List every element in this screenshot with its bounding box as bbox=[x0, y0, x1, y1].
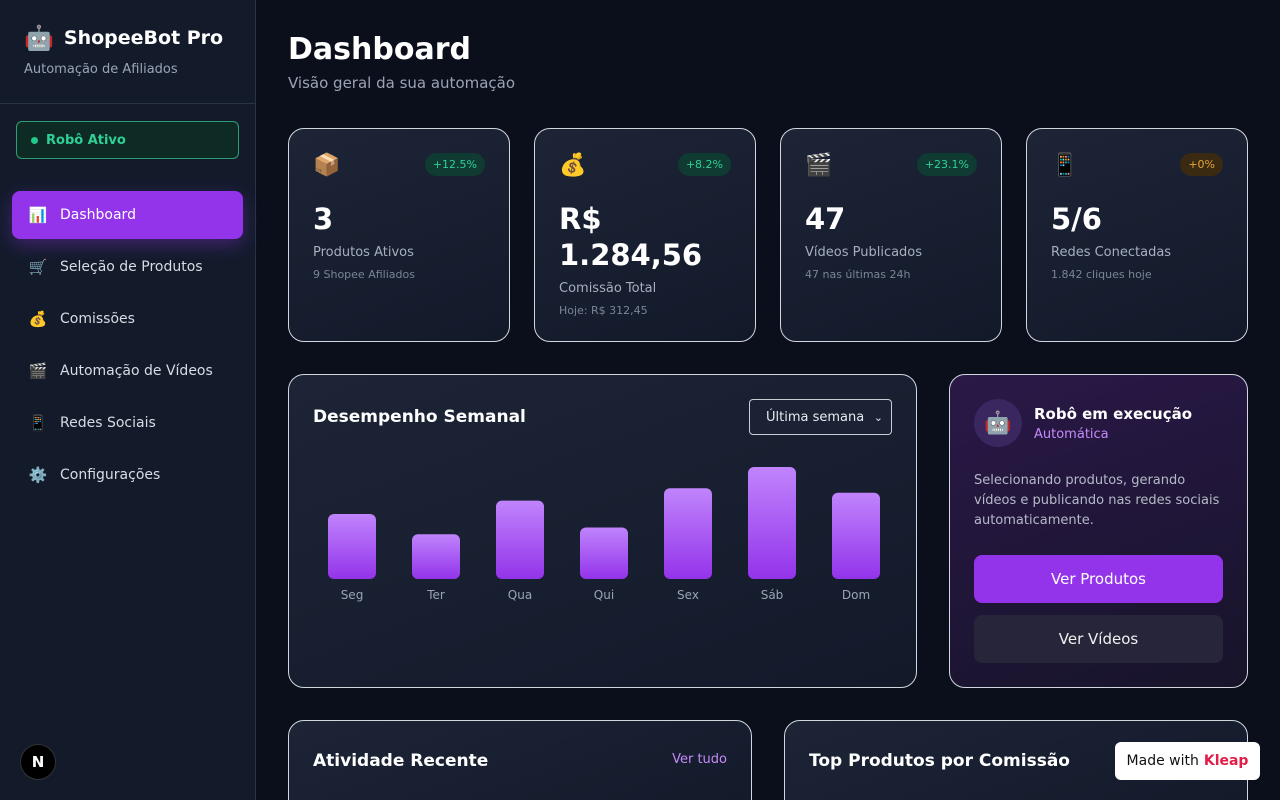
money-bag-icon: 💰 bbox=[559, 153, 587, 178]
sidebar-item-label: Redes Sociais bbox=[60, 415, 156, 431]
package-icon: 📦 bbox=[313, 153, 341, 178]
stat-subtext: 1.842 cliques hoje bbox=[1051, 268, 1152, 281]
bar-sex bbox=[664, 488, 712, 579]
sidebar-item-label: Configurações bbox=[60, 467, 161, 483]
page-title: Dashboard bbox=[288, 32, 471, 67]
robot-icon: 🤖 bbox=[974, 399, 1022, 447]
stat-label: Comissão Total bbox=[559, 281, 657, 296]
weekly-performance-card: Desempenho Semanal Última semana ⌄ Seg Te… bbox=[288, 374, 917, 688]
chart-title: Desempenho Semanal bbox=[313, 407, 526, 427]
sidebar-item-label: Seleção de Produtos bbox=[60, 259, 203, 275]
stat-subtext: 9 Shopee Afiliados bbox=[313, 268, 415, 281]
trend-badge: +12.5% bbox=[424, 153, 485, 176]
trend-badge: +0% bbox=[1180, 153, 1223, 176]
stat-label: Vídeos Publicados bbox=[805, 245, 923, 260]
bar-seg bbox=[328, 514, 376, 579]
kleap-logo: Kleap bbox=[1203, 753, 1249, 769]
avatar[interactable]: N bbox=[20, 744, 56, 780]
bar-ter bbox=[412, 534, 460, 579]
trend-badge: +8.2% bbox=[677, 153, 731, 176]
recent-activity-card: Atividade Recente Ver tudo bbox=[288, 720, 752, 800]
stat-subtext: Hoje: R$ 312,45 bbox=[559, 304, 648, 317]
stat-card-products: 📦 +12.5% 3 Produtos Ativos 9 Shopee Afil… bbox=[288, 128, 510, 342]
status-dot-icon bbox=[31, 136, 38, 144]
bar-sáb bbox=[748, 467, 796, 579]
stat-label: Redes Conectadas bbox=[1051, 245, 1172, 260]
phone-icon: 📱 bbox=[1051, 153, 1079, 178]
x-tick-label: Qui bbox=[594, 588, 614, 602]
x-tick-label: Sáb bbox=[761, 588, 784, 602]
made-with-kleap-badge[interactable]: Made with Kleap bbox=[1115, 742, 1260, 780]
cart-icon: 🛒 bbox=[28, 258, 48, 276]
stat-value: R$ 1.284,56 bbox=[559, 202, 703, 272]
sidebar-item-label: Automação de Vídeos bbox=[60, 363, 213, 379]
sidebar-item-social-networks[interactable]: 📱 Redes Sociais bbox=[12, 399, 243, 447]
x-tick-label: Sex bbox=[677, 588, 699, 602]
period-select-value: Última semana bbox=[766, 409, 865, 425]
stat-card-videos: 🎬 +23.1% 47 Vídeos Publicados 47 nas últ… bbox=[780, 128, 1002, 342]
x-tick-label: Dom bbox=[842, 588, 870, 602]
sidebar-item-settings[interactable]: ⚙️ Configurações bbox=[12, 451, 243, 499]
robot-mode: Automática bbox=[1034, 426, 1109, 442]
stat-card-commission: 💰 +8.2% R$ 1.284,56 Comissão Total Hoje:… bbox=[534, 128, 756, 342]
view-products-button[interactable]: Ver Produtos bbox=[974, 555, 1223, 603]
period-select[interactable]: Última semana ⌄ bbox=[749, 399, 892, 435]
sidebar: 🤖 ShopeeBot Pro Automação de Afiliados R… bbox=[0, 0, 256, 800]
view-videos-button[interactable]: Ver Vídeos bbox=[974, 615, 1223, 663]
sidebar-item-dashboard[interactable]: 📊 Dashboard bbox=[12, 191, 243, 239]
robot-description: Selecionando produtos, gerando vídeos e … bbox=[974, 473, 1220, 528]
sidebar-nav: 📊 Dashboard 🛒 Seleção de Produtos 💰 Comi… bbox=[12, 191, 243, 503]
stat-subtext: 47 nas últimas 24h bbox=[805, 268, 911, 281]
sidebar-item-video-automation[interactable]: 🎬 Automação de Vídeos bbox=[12, 347, 243, 395]
bar-dom bbox=[832, 492, 880, 579]
clapper-icon: 🎬 bbox=[805, 153, 833, 178]
robot-running-card: 🤖 Robô em execução Automática Selecionan… bbox=[949, 374, 1248, 688]
x-tick-label: Qua bbox=[508, 588, 532, 602]
robot-status-label: Robô Ativo bbox=[46, 132, 126, 148]
phone-icon: 📱 bbox=[28, 414, 48, 432]
robot-icon: 🤖 bbox=[24, 24, 54, 52]
money-bag-icon: 💰 bbox=[28, 310, 48, 328]
trend-badge: +23.1% bbox=[916, 153, 977, 176]
x-tick-label: Seg bbox=[341, 588, 364, 602]
top-products-title: Top Produtos por Comissão bbox=[809, 751, 1070, 771]
bar-qui bbox=[580, 527, 628, 579]
sidebar-item-commissions[interactable]: 💰 Comissões bbox=[12, 295, 243, 343]
stat-value: 47 bbox=[805, 202, 846, 236]
stat-value: 3 bbox=[313, 202, 334, 236]
stats-grid: 📦 +12.5% 3 Produtos Ativos 9 Shopee Afil… bbox=[288, 128, 1248, 342]
stat-label: Produtos Ativos bbox=[313, 245, 414, 260]
brand-title: ShopeeBot Pro bbox=[63, 27, 224, 49]
gear-icon: ⚙️ bbox=[28, 466, 48, 484]
weekly-bar-chart: Seg Ter Qua Qui Sex Sáb Dom bbox=[328, 467, 880, 602]
stat-card-networks: 📱 +0% 5/6 Redes Conectadas 1.842 cliques… bbox=[1026, 128, 1248, 342]
brand-subtitle: Automação de Afiliados bbox=[24, 62, 178, 77]
robot-status-badge[interactable]: Robô Ativo bbox=[16, 121, 239, 159]
bar-chart-icon: 📊 bbox=[28, 206, 48, 224]
page-subtitle: Visão geral da sua automação bbox=[288, 74, 516, 92]
chevron-down-icon: ⌄ bbox=[873, 410, 883, 424]
brand: 🤖 ShopeeBot Pro Automação de Afiliados bbox=[0, 0, 255, 104]
sidebar-item-label: Dashboard bbox=[60, 207, 136, 223]
view-all-link[interactable]: Ver tudo bbox=[672, 752, 727, 767]
kleap-prefix: Made with bbox=[1126, 753, 1199, 769]
robot-title: Robô em execução bbox=[1034, 404, 1193, 423]
activity-title: Atividade Recente bbox=[313, 751, 489, 771]
sidebar-item-product-selection[interactable]: 🛒 Seleção de Produtos bbox=[12, 243, 243, 291]
stat-value: 5/6 bbox=[1051, 202, 1102, 236]
x-tick-label: Ter bbox=[426, 588, 445, 602]
clapper-icon: 🎬 bbox=[28, 362, 48, 380]
bar-qua bbox=[496, 500, 544, 579]
sidebar-item-label: Comissões bbox=[60, 311, 135, 327]
